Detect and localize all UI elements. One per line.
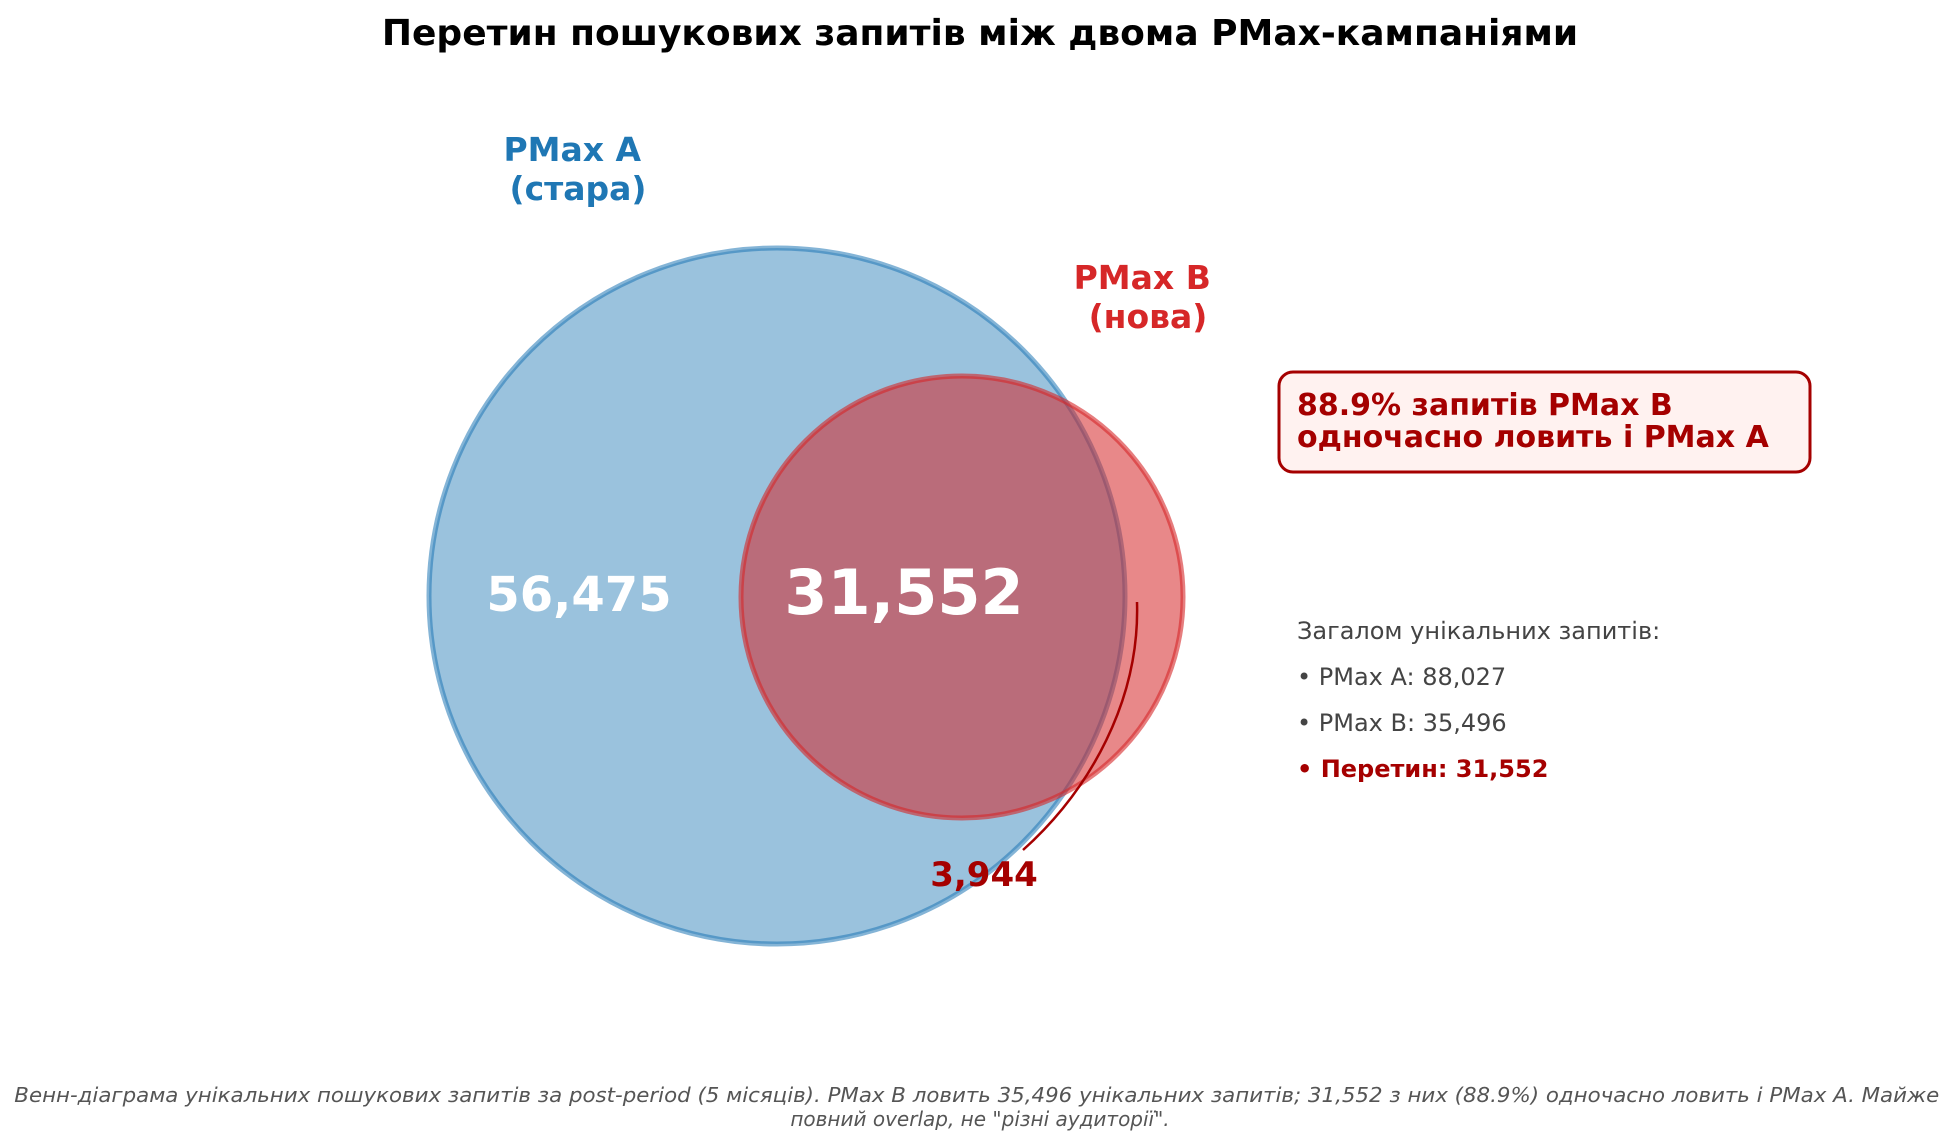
caption: Венн-діаграма унікальних пошукових запит… xyxy=(14,1083,1945,1131)
set-b-only-pointer xyxy=(1022,601,1139,851)
intersection-value: 31,552 xyxy=(784,556,1023,629)
summary-line-b: • PMax B: 35,496 xyxy=(1297,709,1507,737)
set-b-label-line2: (нова) xyxy=(1089,297,1208,336)
set-b-label: PMax B (нова) xyxy=(1074,258,1223,336)
chart-title: Перетин пошукових запитів між двома PMax… xyxy=(382,13,1578,54)
set-a-only-value: 56,475 xyxy=(486,567,671,623)
summary-line-a: • PMax A: 88,027 xyxy=(1297,663,1506,691)
callout-text: 88.9% запитів PMax B одночасно ловить і … xyxy=(1297,388,1770,455)
set-a-label-line1: PMax A xyxy=(503,130,641,169)
set-b-only-value: 3,944 xyxy=(930,855,1038,895)
set-b-circle xyxy=(738,373,1186,821)
caption-line1: Венн-діаграма унікальних пошукових запит… xyxy=(14,1083,1939,1107)
summary-heading: Загалом унікальних запитів: xyxy=(1297,617,1660,645)
set-a-label: PMax A (стара) xyxy=(503,130,652,208)
set-a-label-line2: (стара) xyxy=(509,169,646,208)
callout-line1: 88.9% запитів PMax B xyxy=(1297,388,1673,423)
callout-box xyxy=(1277,370,1812,474)
callout-line2: одночасно ловить і PMax A xyxy=(1297,420,1770,455)
summary-line-intersection: • Перетин: 31,552 xyxy=(1297,755,1548,783)
set-b-label-line1: PMax B xyxy=(1074,258,1211,297)
caption-line2: повний overlap, не "різні аудиторії". xyxy=(790,1107,1169,1131)
